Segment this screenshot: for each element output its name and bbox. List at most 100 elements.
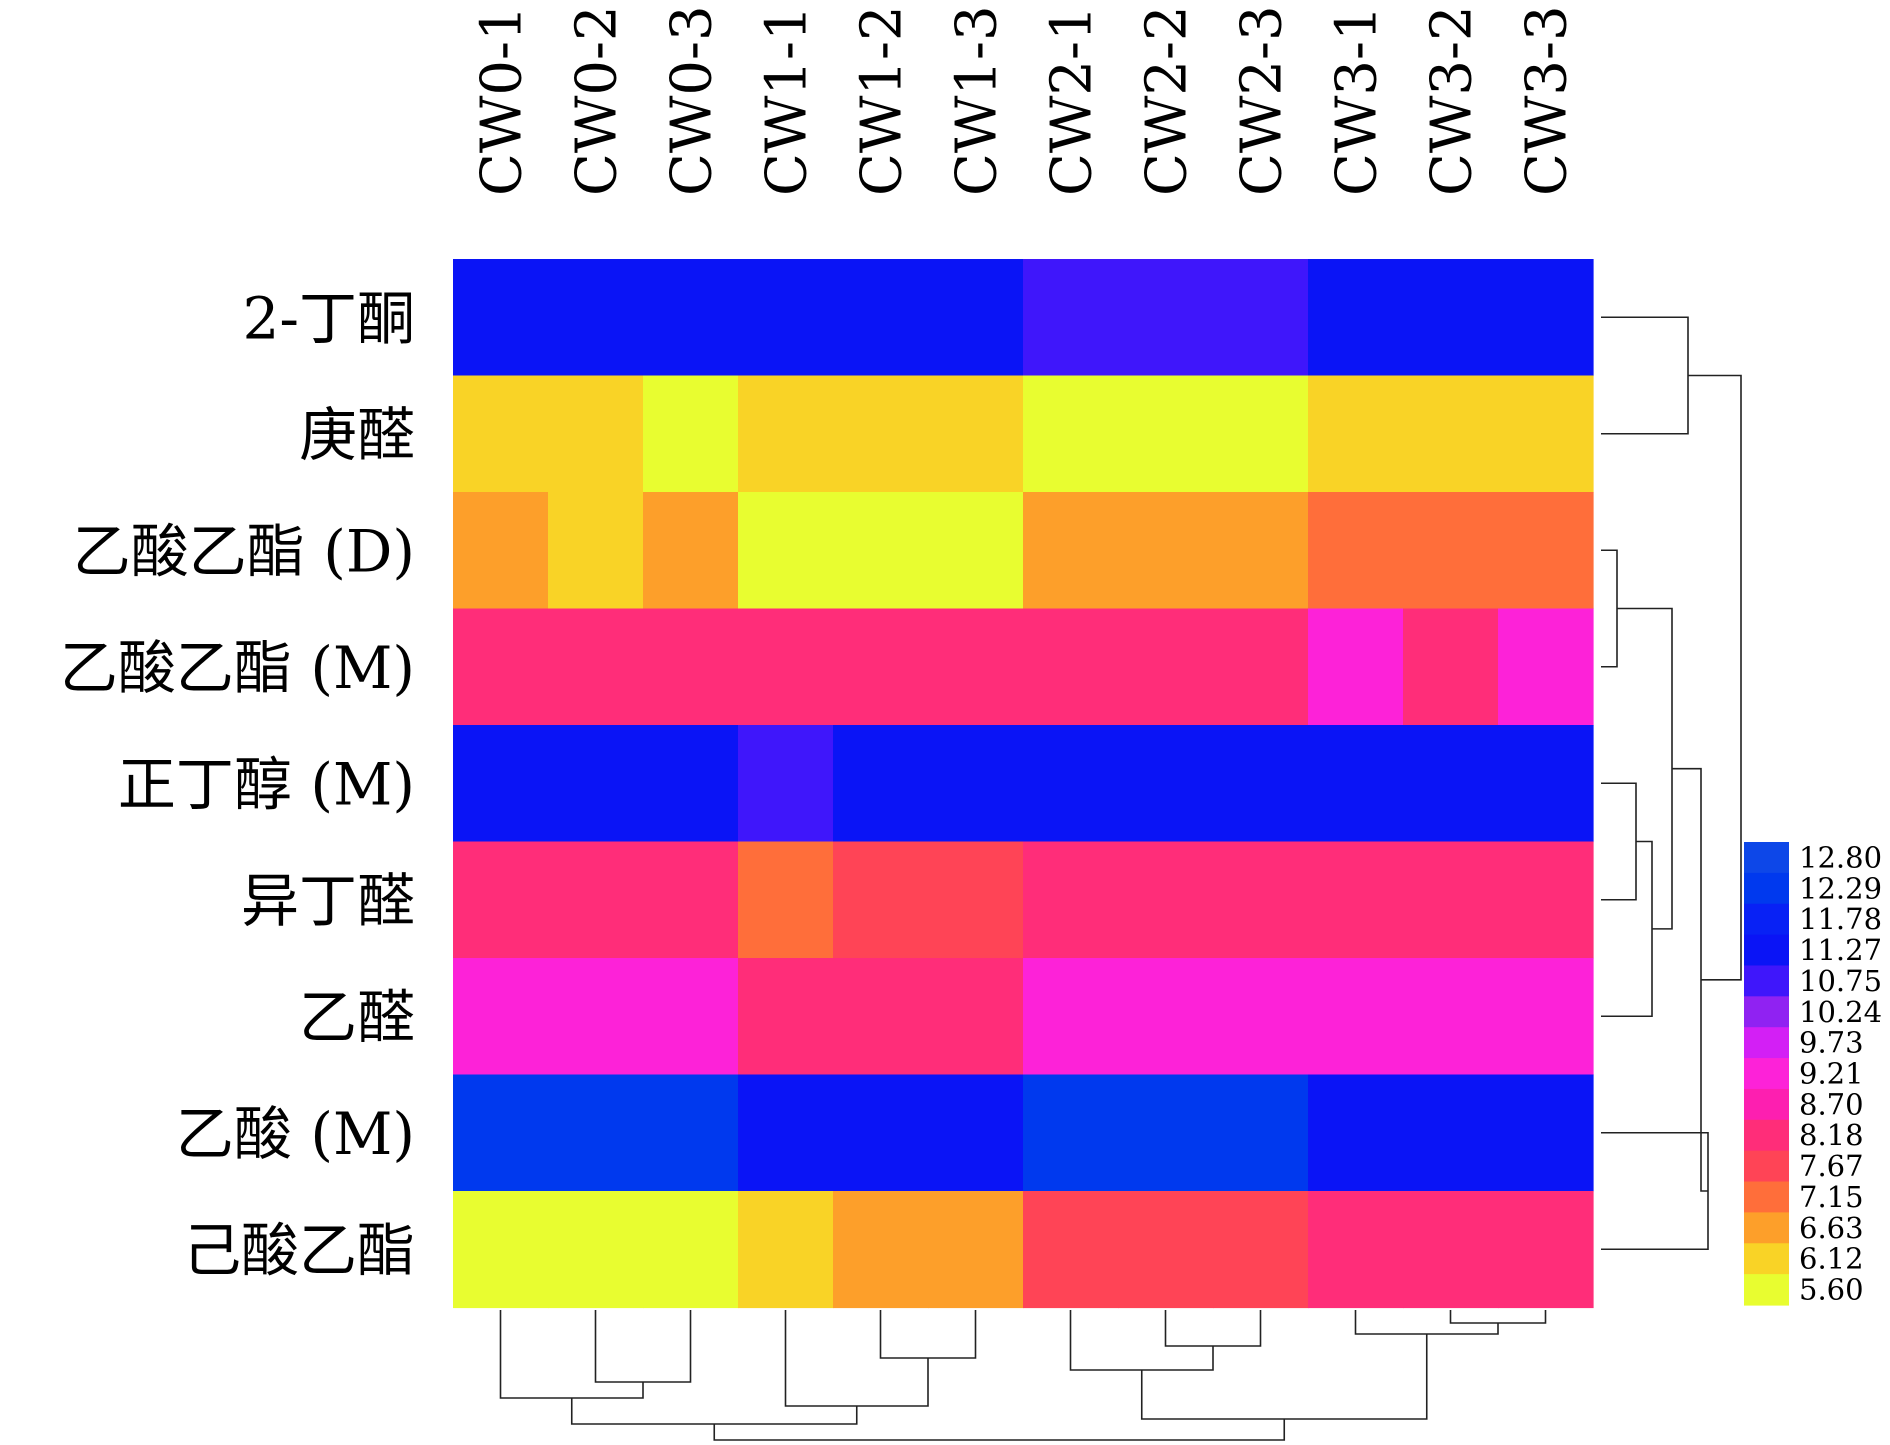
heatmap-cell-r3-c1	[548, 608, 644, 726]
column-dendrogram-branch	[499, 1310, 644, 1399]
heatmap-cell-r8-c2	[643, 1191, 739, 1309]
heatmap-cell-r7-c4	[833, 1074, 929, 1192]
heatmap-cell-r0-c1	[548, 259, 644, 377]
heatmap-cell-r2-c3	[738, 492, 834, 610]
color-scale-segment	[1744, 1150, 1789, 1183]
color-scale-tick-label: 12.29	[1799, 871, 1882, 905]
heatmap-cell-r4-c4	[833, 725, 929, 843]
heatmap-cell-r6-c6	[1023, 958, 1119, 1076]
heatmap-cell-r4-c11	[1498, 725, 1594, 843]
column-label: CW2-2	[1135, 5, 1200, 196]
heatmap-cell-r3-c3	[738, 608, 834, 726]
heatmap-cell-r4-c8	[1213, 725, 1309, 843]
heatmap-cell-r1-c9	[1308, 375, 1404, 493]
heatmap-cell-r4-c7	[1118, 725, 1214, 843]
heatmap-cell-r4-c10	[1403, 725, 1499, 843]
heatmap-cell-r3-c10	[1403, 608, 1499, 726]
heatmap-cell-r8-c9	[1308, 1191, 1404, 1309]
heatmap-cell-r8-c4	[833, 1191, 929, 1309]
heatmap-cell-r3-c11	[1498, 608, 1594, 726]
column-label: CW1-1	[755, 5, 820, 196]
heatmap-cell-r1-c4	[833, 375, 929, 493]
color-scale-tick-label: 7.67	[1799, 1149, 1864, 1183]
heatmap-cell-r4-c0	[453, 725, 549, 843]
color-scale-segment	[1744, 1027, 1789, 1059]
heatmap-cell-r4-c5	[928, 725, 1024, 843]
heatmap-cell-r0-c11	[1498, 259, 1594, 377]
row-label: 己酸乙酯	[183, 1216, 415, 1284]
color-scale-segment	[1744, 842, 1789, 874]
heatmap-cell-r8-c8	[1213, 1191, 1309, 1309]
heatmap-cell-r5-c10	[1403, 841, 1499, 959]
heatmap-cell-r5-c9	[1308, 841, 1404, 959]
heatmap-cell-r7-c10	[1403, 1074, 1499, 1192]
heatmap-cell-r5-c6	[1023, 841, 1119, 959]
heatmap-cell-r0-c0	[453, 259, 549, 377]
column-label: CW3-3	[1515, 5, 1580, 196]
heatmap-cell-r1-c0	[453, 375, 549, 493]
heatmap-cell-r6-c11	[1498, 958, 1594, 1076]
color-scale-tick-label: 10.24	[1799, 995, 1882, 1029]
heatmap-cell-r6-c10	[1403, 958, 1499, 1076]
color-scale-tick-label: 9.73	[1799, 1026, 1864, 1060]
heatmap-cell-r4-c9	[1308, 725, 1404, 843]
heatmap-cell-r1-c5	[928, 375, 1024, 493]
heatmap-cell-r0-c10	[1403, 259, 1499, 377]
row-label: 异丁醛	[241, 867, 415, 935]
heatmap-cell-r6-c3	[738, 958, 834, 1076]
color-scale-segment	[1744, 996, 1789, 1028]
color-scale-tick-label: 8.70	[1799, 1087, 1864, 1121]
heatmap-cell-r7-c11	[1498, 1074, 1594, 1192]
heatmap-cell-r1-c11	[1498, 375, 1594, 493]
heatmap-cell-r2-c7	[1118, 492, 1214, 610]
heatmap-cell-r2-c5	[928, 492, 1024, 610]
heatmap-cell-r2-c11	[1498, 492, 1594, 610]
heatmap-cell-r8-c11	[1498, 1191, 1594, 1309]
row-label: 乙酸 (M)	[176, 1100, 415, 1168]
row-dendrogram-branch	[1617, 607, 1673, 930]
heatmap-cell-r0-c3	[738, 259, 834, 377]
heatmap-cell-r0-c2	[643, 259, 739, 377]
color-scale-segment	[1744, 872, 1789, 905]
heatmap-cell-r4-c3	[738, 725, 834, 843]
color-scale-segment	[1744, 965, 1789, 997]
column-dendrogram-branch	[1164, 1310, 1262, 1347]
heatmap-cell-r0-c7	[1118, 259, 1214, 377]
color-scale-segment	[1744, 1243, 1789, 1275]
row-dendrogram	[1601, 316, 1742, 1251]
row-dendrogram-branch	[1601, 840, 1653, 1018]
column-label: CW0-3	[660, 5, 725, 196]
color-scale-segment	[1744, 1058, 1789, 1090]
column-dendrogram	[499, 1310, 1547, 1441]
color-scale-segment	[1744, 1274, 1789, 1306]
heatmap-cell-r3-c7	[1118, 608, 1214, 726]
heatmap-cell-r3-c8	[1213, 608, 1309, 726]
heatmap-cell-r5-c1	[548, 841, 644, 959]
heatmap-cell-r3-c4	[833, 608, 929, 726]
color-scale-tick-label: 9.21	[1799, 1057, 1864, 1091]
heatmap-cell-r3-c9	[1308, 608, 1404, 726]
heatmap-cell-r5-c11	[1498, 841, 1594, 959]
heatmap-cell-r8-c0	[453, 1191, 549, 1309]
heatmap-cell-r1-c3	[738, 375, 834, 493]
row-label: 乙酸乙酯 (D)	[73, 517, 415, 585]
heatmap-cell-r6-c8	[1213, 958, 1309, 1076]
column-dendrogram-branch	[1449, 1310, 1547, 1324]
heatmap-cell-r0-c6	[1023, 259, 1119, 377]
column-label: CW0-2	[565, 5, 630, 196]
column-dendrogram-root	[713, 1419, 1286, 1441]
heatmap-cell-r0-c4	[833, 259, 929, 377]
color-scale-segment	[1744, 903, 1789, 936]
heatmap-cell-r7-c2	[643, 1074, 739, 1192]
heatmap-cell-r5-c7	[1118, 841, 1214, 959]
row-dendrogram-root	[1688, 374, 1742, 981]
column-dendrogram-branch	[594, 1310, 692, 1383]
color-scale-tick-label: 10.75	[1799, 964, 1882, 998]
row-label: 2-丁酮	[243, 284, 416, 352]
heatmap-cell-r6-c2	[643, 958, 739, 1076]
row-label: 正丁醇 (M)	[118, 750, 415, 818]
heatmap-cell-r2-c0	[453, 492, 549, 610]
heatmap-cell-r2-c10	[1403, 492, 1499, 610]
heatmap-cell-r7-c3	[738, 1074, 834, 1192]
